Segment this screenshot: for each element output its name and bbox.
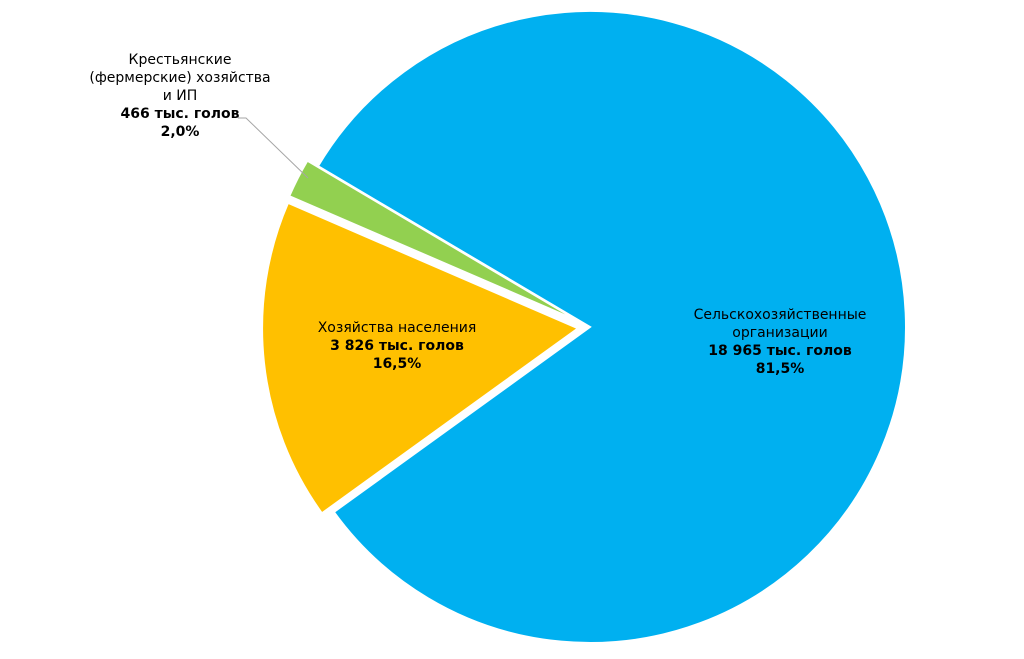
label-line: Хозяйства населения [318,320,477,336]
label-line: организации [732,325,827,341]
slice-label: Хозяйства населения [318,320,477,336]
label-line: Сельскохозяйственные [694,307,867,323]
value-label: 3 826 тыс. голов [330,338,464,354]
percent-label: 81,5% [756,361,805,377]
percent-label: 2,0% [161,124,200,140]
leader-line [238,117,309,179]
percent-label: 16,5% [373,356,422,372]
pie-slice [261,201,581,515]
slice-label: Крестьянские (фермерские) хозяйства и ИП [89,52,270,104]
value-label: 466 тыс. голов [120,106,239,122]
label-line: и ИП [163,88,198,104]
value-label: 18 965 тыс. голов [708,343,852,359]
pie-slice [287,159,580,323]
label-line: Крестьянские [129,52,232,68]
slice-label: Сельскохозяйственные организации [694,307,867,341]
pie-slice [316,10,908,644]
label-line: (фермерские) хозяйства [89,70,270,86]
